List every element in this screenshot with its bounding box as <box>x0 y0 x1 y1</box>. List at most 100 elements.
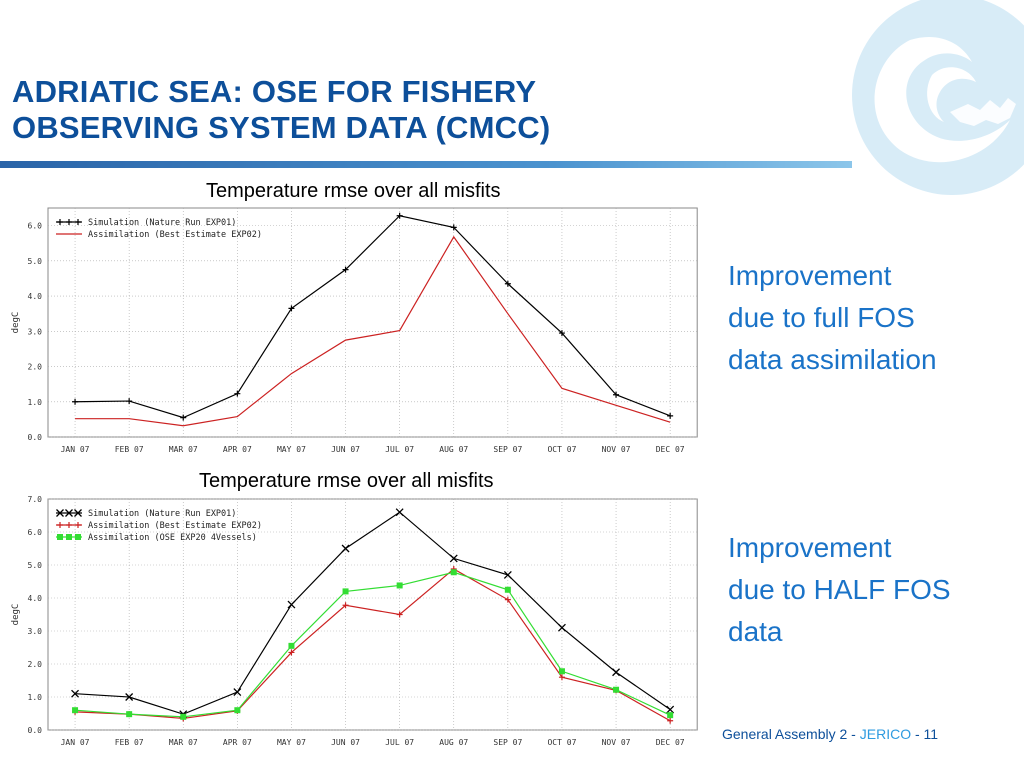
jerico-logo-icon <box>852 0 1024 195</box>
x-tick-label: MAR 07 <box>169 445 198 454</box>
data-point-2 <box>180 414 187 421</box>
data-point-0 <box>72 398 79 405</box>
x-tick-label: MAY 07 <box>277 738 306 747</box>
y-tick-label: 2.0 <box>28 660 43 669</box>
x-tick-label: SEP 07 <box>493 738 522 747</box>
data-point-8 <box>503 570 512 579</box>
x-tick-label: OCT 07 <box>547 738 576 747</box>
legend-label: Assimilation (Best Estimate EXP02) <box>88 521 262 531</box>
note-line: data assimilation <box>728 344 937 375</box>
x-tick-label: MAY 07 <box>277 445 306 454</box>
data-point-6 <box>395 508 404 517</box>
data-point-4 <box>288 305 295 312</box>
x-tick-label: APR 07 <box>223 445 252 454</box>
x-tick-label: FEB 07 <box>115 445 144 454</box>
data-point-3 <box>234 390 241 397</box>
chart-title: Temperature rmse over all misfits <box>193 470 500 493</box>
plot-area <box>47 207 698 438</box>
y-tick-label: 2.0 <box>28 363 43 372</box>
data-point-1 <box>126 711 133 718</box>
data-point-1 <box>126 398 133 405</box>
x-tick-label: OCT 07 <box>547 445 576 454</box>
x-tick-label: DEC 07 <box>656 445 685 454</box>
chart-half-fos-plot: 0.0 1.0 2.0 3.0 4.0 5.0 6.0 7.0 JAN 07 FEB 07 MAR … <box>11 495 698 747</box>
note-line: due to HALF FOS <box>728 574 951 605</box>
data-point-10 <box>612 668 621 677</box>
y-tick-label: 3.0 <box>28 327 43 336</box>
legend-label: Simulation (Nature Run EXP01) <box>88 509 236 519</box>
data-point-5 <box>341 544 350 553</box>
y-tick-label: 3.0 <box>28 627 43 636</box>
legend-label: Assimilation (Best Estimate EXP02) <box>88 230 262 240</box>
data-point-9 <box>558 674 565 681</box>
data-point-7 <box>449 554 458 563</box>
data-point-11 <box>667 712 674 719</box>
data-point-legend <box>75 522 81 528</box>
series-line <box>75 568 671 722</box>
x-tick-label: AUG 07 <box>439 738 468 747</box>
series-line <box>75 215 671 419</box>
x-tick-label: JUL 07 <box>385 738 414 747</box>
data-point-5 <box>342 588 349 595</box>
x-tick-label: APR 07 <box>223 738 252 747</box>
data-point-8 <box>504 280 511 287</box>
data-point-legend <box>66 534 72 540</box>
data-point-4 <box>287 600 296 609</box>
data-point-11 <box>666 705 675 714</box>
data-point-4 <box>288 642 295 649</box>
x-tick-label: DEC 07 <box>656 738 685 747</box>
note-line: due to full FOS <box>728 302 915 333</box>
chart-full-fos-plot: 0.0 1.0 2.0 3.0 4.0 5.0 6.0 JAN 07 FEB 07 MAR 07 A… <box>11 207 698 454</box>
y-tick-label: 0.0 <box>28 433 43 442</box>
data-point-legend <box>75 219 81 225</box>
page-number: 11 <box>923 726 939 742</box>
data-point-11 <box>667 717 674 724</box>
data-point-6 <box>396 611 403 618</box>
data-point-10 <box>613 686 620 693</box>
data-point-5 <box>342 602 349 609</box>
data-point-8 <box>504 596 511 603</box>
data-point-6 <box>396 212 403 219</box>
series-line <box>75 571 671 718</box>
data-point-3 <box>234 707 241 714</box>
slide-footer: General Assembly 2 - JERICO - 11 <box>722 726 938 742</box>
x-tick-label: JUL 07 <box>385 445 414 454</box>
slide-title-line-2: OBSERVING SYSTEM DATA (CMCC) <box>12 110 551 145</box>
note-line: Improvement <box>728 532 892 563</box>
data-point-legend <box>57 219 63 225</box>
data-point-10 <box>613 391 620 398</box>
legend-label: Assimilation (OSE EXP20 4Vessels) <box>88 533 257 543</box>
plot-area <box>47 498 698 731</box>
data-point-9 <box>558 330 565 337</box>
data-point-0 <box>71 689 80 698</box>
x-tick-label: SEP 07 <box>493 445 522 454</box>
data-point-legend <box>57 534 63 540</box>
slide-title-line-1: ADRIATIC SEA: OSE FOR FISHERY <box>12 74 537 109</box>
data-point-legend <box>75 534 81 540</box>
data-point-7 <box>450 224 457 231</box>
footer-project: JERICO <box>859 726 912 742</box>
data-point-11 <box>667 412 674 419</box>
y-tick-label: 1.0 <box>28 693 43 702</box>
title-underline <box>0 161 852 168</box>
chart-full-fos: 0.0 1.0 2.0 3.0 4.0 5.0 6.0 JAN 07 FEB 07 MAR 07 A… <box>0 172 720 462</box>
y-tick-label: 6.0 <box>28 222 43 231</box>
data-point-1 <box>125 693 134 701</box>
data-point-0 <box>72 707 79 714</box>
data-point-2 <box>180 713 187 720</box>
note-line: Improvement <box>728 260 892 291</box>
y-tick-label: 5.0 <box>28 257 43 266</box>
x-tick-label: MAR 07 <box>169 738 198 747</box>
legend-label: Simulation (Nature Run EXP01) <box>88 218 236 228</box>
y-tick-label: 4.0 <box>28 292 43 301</box>
data-point-5 <box>342 266 349 273</box>
x-tick-label: NOV 07 <box>602 445 631 454</box>
y-tick-label: 4.0 <box>28 594 43 603</box>
y-tick-label: 7.0 <box>28 495 43 504</box>
x-tick-label: JUN 07 <box>331 445 360 454</box>
y-tick-label: 0.0 <box>28 726 43 735</box>
footer-separator: - <box>911 726 924 742</box>
data-point-7 <box>450 569 457 576</box>
y-tick-label: 6.0 <box>28 528 43 537</box>
data-point-9 <box>557 623 566 632</box>
